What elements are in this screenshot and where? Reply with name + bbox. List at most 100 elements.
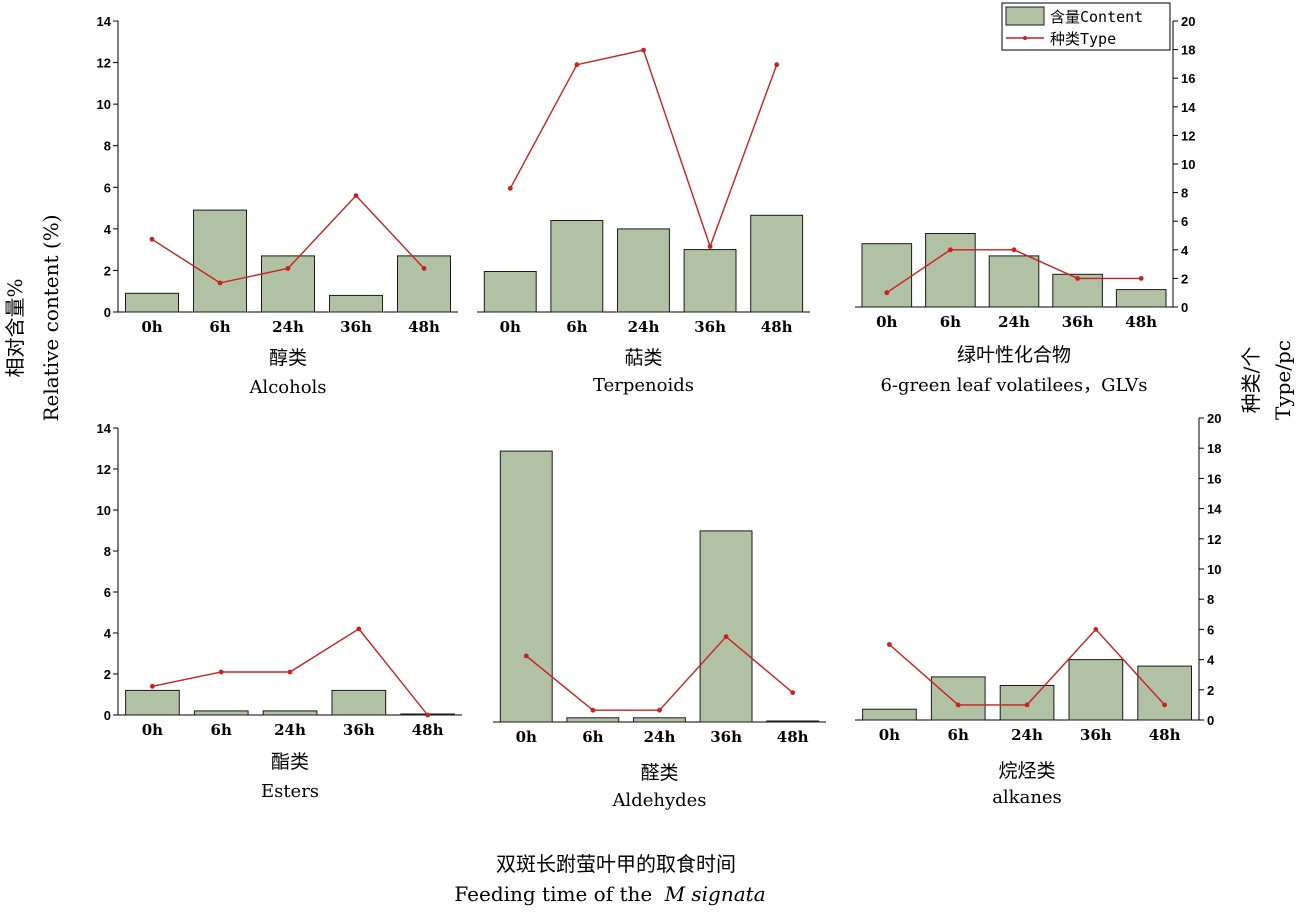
legend-type-marker (1023, 36, 1027, 40)
y-left-tick-label: 4 (104, 626, 112, 641)
type-point-48h (425, 712, 430, 718)
legend-type-label: 种类Type (1050, 30, 1116, 48)
x-tick-label: 36h (343, 721, 375, 739)
x-tick-label: 24h (1011, 726, 1043, 744)
x-tick-label: 0h (516, 728, 537, 746)
bar-content-0h (125, 689, 180, 716)
bar-content-48h (1115, 289, 1167, 308)
y-right-tick-label: 2 (1181, 271, 1188, 286)
type-point-24h (1011, 247, 1017, 253)
bar-content-6h (193, 209, 247, 313)
type-point-36h (707, 244, 713, 249)
y-left-tick-label: 12 (97, 462, 111, 477)
y-right-tick-label: 12 (1181, 128, 1195, 143)
legend: 含量Content 种类Type (1001, 2, 1171, 51)
x-tick-label: 36h (710, 728, 742, 746)
x-tick-label: 6h (948, 726, 969, 744)
bar-content-48h (1137, 665, 1193, 721)
y-right-tick-label: 2 (1207, 683, 1214, 698)
y-right-tick-label: 14 (1207, 502, 1222, 517)
bar-content-0h (125, 292, 179, 313)
y-right-tick-label: 10 (1207, 562, 1221, 577)
type-point-6h (590, 707, 596, 713)
x-title-en-species: M signata (664, 882, 766, 906)
x-tick-label: 6h (940, 313, 961, 331)
panel-title-en: Terpenoids (593, 375, 694, 396)
type-point-24h (641, 47, 646, 53)
y-right-tick-label: 16 (1181, 71, 1195, 86)
panel-title-en: Aldehydes (611, 790, 706, 811)
type-point-24h (1024, 702, 1030, 708)
type-point-6h (217, 280, 223, 286)
bar-content-36h (1052, 273, 1103, 308)
bar-content-36h (331, 689, 387, 716)
type-point-36h (353, 193, 359, 199)
type-point-48h (774, 62, 780, 68)
bar-content-36h (699, 530, 753, 723)
type-point-24h (657, 707, 662, 713)
y-right-tick-label: 10 (1181, 157, 1195, 172)
type-point-6h (218, 669, 224, 675)
y-left-tick-label: 4 (104, 222, 112, 237)
x-tick-label: 0h (500, 318, 521, 336)
panel-5: 0h 6h 24h 36h 48h 醛类 Aldehydes (493, 450, 826, 811)
panel-6: 0h 6h 24h 36h 48h 0 2 4 6 8 10 12 14 16 18 20 烷烃类 alkanes (855, 411, 1222, 808)
y-left-title-en: Relative content (%) (39, 214, 63, 421)
x-tick-label: 0h (879, 726, 900, 744)
x-tick-label: 0h (876, 313, 897, 331)
bar-content-0h (862, 708, 917, 721)
type-point-6h (955, 702, 961, 708)
panel-title-cn: 绿叶性化合物 (957, 344, 1071, 366)
legend-content-label: 含量Content (1050, 8, 1143, 26)
x-tick-label: 6h (566, 318, 587, 336)
y-right-tick-label: 14 (1181, 100, 1196, 115)
bar-content-24h (617, 228, 670, 313)
type-point-6h (948, 247, 953, 253)
panel-title-en: 6-green leaf volatilees，GLVs (880, 375, 1147, 396)
type-point-24h (287, 669, 293, 675)
panel-title-cn: 醛类 (640, 762, 678, 784)
bar-content-36h (1068, 659, 1124, 721)
y-right-tick-label: 12 (1207, 532, 1221, 547)
bar-content-48h (766, 720, 820, 723)
x-tick-label: 6h (211, 721, 232, 739)
type-point-48h (790, 690, 796, 695)
type-point-0h (150, 683, 155, 689)
x-tick-label: 36h (694, 318, 726, 336)
bar-content-6h (566, 717, 620, 723)
x-tick-label: 24h (628, 318, 660, 336)
y-right-tick-label: 18 (1207, 441, 1221, 456)
y-left-tick-label: 2 (104, 667, 111, 682)
bar-content-0h (861, 243, 913, 308)
y-right-tick-label: 18 (1181, 43, 1195, 58)
y-left-tick-label: 8 (104, 544, 111, 559)
type-point-0h (887, 642, 892, 647)
bar-content-0h (499, 450, 553, 723)
y-right-title-en: Type/pc (1271, 340, 1295, 420)
y-right-tick-label: 6 (1207, 622, 1214, 637)
type-line (509, 49, 778, 249)
panel-title-en: Alcohols (248, 377, 326, 398)
panel-title-cn: 醇类 (269, 347, 307, 369)
type-point-48h (1138, 276, 1144, 281)
panel-1: 0h 6h 24h 36h 48h 0 2 4 6 8 10 12 14 醇类 Alcohols (97, 14, 458, 398)
x-tick-label: 48h (777, 728, 809, 746)
bar-content-24h (633, 717, 686, 723)
type-point-36h (1075, 276, 1080, 281)
panel-3: 0h 6h 24h 36h 48h 0 2 4 6 8 10 12 14 16 18 20 绿叶性化合物 6-gr… (855, 14, 1196, 396)
x-tick-label: 48h (1149, 726, 1181, 744)
type-point-48h (421, 266, 427, 271)
y-left-tick-label: 14 (97, 421, 112, 436)
y-left-tick-label: 14 (97, 14, 112, 29)
y-right-title-cn: 种类/个 (1239, 347, 1263, 414)
x-tick-label: 36h (340, 318, 372, 336)
type-point-48h (1162, 702, 1167, 708)
x-tick-label: 0h (142, 721, 163, 739)
y-right-tick-label: 8 (1207, 592, 1214, 607)
bar-content-24h (261, 255, 315, 313)
bar-content-24h (262, 710, 318, 716)
bar-content-36h (683, 249, 737, 313)
y-left-tick-label: 8 (104, 139, 111, 154)
